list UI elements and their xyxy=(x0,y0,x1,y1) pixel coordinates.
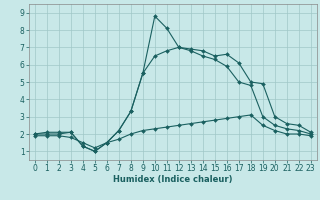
X-axis label: Humidex (Indice chaleur): Humidex (Indice chaleur) xyxy=(113,175,233,184)
